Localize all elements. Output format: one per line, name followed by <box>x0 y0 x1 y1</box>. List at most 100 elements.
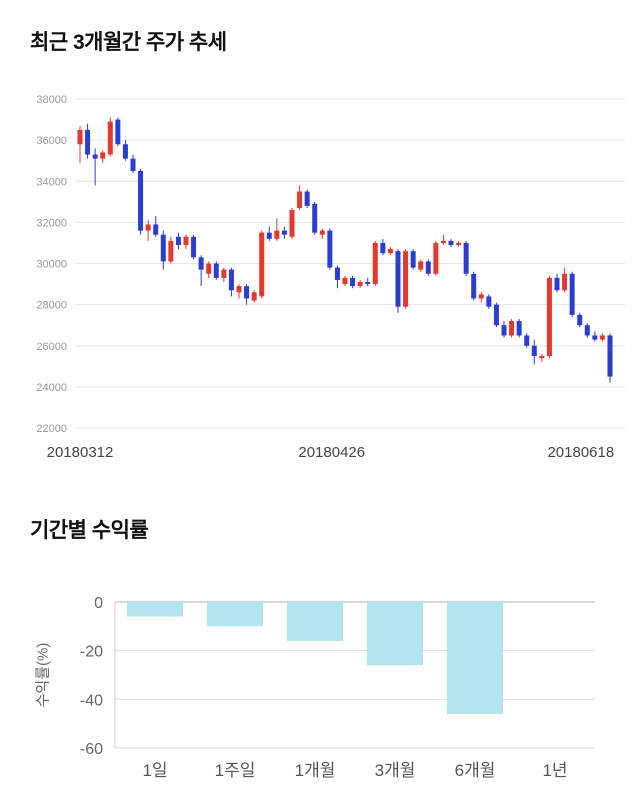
price-y-tick-label: 32000 <box>36 217 67 229</box>
candle <box>471 271 477 301</box>
return-bar <box>447 602 503 714</box>
candle <box>577 312 583 328</box>
price-x-tick-label: 20180426 <box>298 444 365 461</box>
returns-x-tick-label: 3개월 <box>375 761 416 780</box>
candle <box>562 267 568 293</box>
candle <box>501 321 507 338</box>
candle <box>334 265 340 289</box>
candle <box>266 226 272 241</box>
candle <box>183 234 189 250</box>
returns-x-tick-label: 1년 <box>542 761 567 780</box>
candle <box>115 117 121 147</box>
candle <box>244 284 250 305</box>
candle <box>213 261 219 280</box>
candle <box>122 140 128 161</box>
price-x-tick-label: 20180312 <box>47 444 114 461</box>
return-bar <box>127 602 183 617</box>
candle <box>297 185 303 211</box>
candle <box>448 238 454 248</box>
candle <box>592 331 598 342</box>
price-chart-title: 최근 3개월간 주가 추세 <box>30 31 227 54</box>
candle <box>342 275 348 287</box>
candle <box>221 267 227 283</box>
candle <box>357 279 363 289</box>
candle <box>425 259 431 276</box>
candle <box>77 125 83 163</box>
candle <box>168 236 174 264</box>
returns-chart: 0 -20 -40 -60 1일 1주일 1개월 3개월 6개월 1년 <box>0 570 640 810</box>
candle <box>569 271 575 317</box>
returns-y-tick-label: -40 <box>80 692 103 709</box>
candle <box>350 275 356 289</box>
candle <box>395 249 401 313</box>
candle <box>130 154 136 174</box>
candle <box>478 292 484 303</box>
candle <box>236 284 242 299</box>
candle <box>607 333 613 383</box>
candle <box>365 277 371 287</box>
candle <box>191 234 197 260</box>
candle <box>539 353 545 363</box>
price-y-tick-label: 34000 <box>36 176 67 188</box>
candle <box>319 228 325 239</box>
candle <box>387 247 393 256</box>
candle <box>516 319 522 338</box>
price-y-tick-label: 36000 <box>36 135 67 147</box>
candle <box>259 230 265 299</box>
return-bar <box>287 602 343 641</box>
price-y-tick-label: 24000 <box>36 382 67 394</box>
candle <box>546 275 552 359</box>
candle <box>584 323 590 338</box>
price-y-tick-label: 26000 <box>36 341 67 353</box>
return-bar <box>207 602 263 627</box>
return-bar <box>367 602 423 666</box>
candle <box>456 240 462 248</box>
candle <box>312 201 318 235</box>
candle <box>85 123 91 159</box>
candle <box>410 249 416 270</box>
candle <box>289 207 295 239</box>
returns-x-tick-label: 1일 <box>142 761 167 780</box>
price-y-tick-label: 22000 <box>36 423 67 435</box>
candle <box>107 117 113 157</box>
candle <box>251 290 257 303</box>
candle <box>554 273 560 293</box>
price-x-tick-label: 20180618 <box>547 444 614 461</box>
returns-y-tick-label: 0 <box>94 595 103 612</box>
candle <box>599 333 605 342</box>
candle <box>92 148 98 186</box>
candle <box>274 218 280 241</box>
candle <box>440 234 446 245</box>
candle <box>509 319 515 338</box>
returns-x-tick-label: 1개월 <box>295 761 336 780</box>
candle <box>463 240 469 276</box>
candle <box>138 168 144 235</box>
candle <box>433 240 439 276</box>
returns-chart-title: 기간별 수익률 <box>30 519 149 542</box>
returns-y-tick-label: -60 <box>80 741 103 758</box>
candle <box>198 255 204 287</box>
price-y-tick-label: 30000 <box>36 259 67 271</box>
candle <box>493 302 499 328</box>
candle <box>403 249 409 309</box>
price-chart: 38000 36000 34000 32000 30000 28000 26000 24000… <box>0 85 640 470</box>
candle <box>304 189 310 208</box>
returns-x-tick-label: 1주일 <box>215 761 256 780</box>
candle <box>524 333 530 348</box>
candle <box>145 220 151 241</box>
candle <box>372 240 378 287</box>
returns-y-tick-label: -20 <box>80 644 103 661</box>
price-y-tick-label: 28000 <box>36 300 67 312</box>
candle <box>281 226 287 239</box>
returns-bar-chart: 0 -20 -40 -60 1일 1주일 1개월 3개월 6개월 1년 <box>80 595 595 780</box>
candle <box>153 216 159 237</box>
candle <box>160 230 166 270</box>
candle <box>206 261 212 278</box>
price-y-tick-label: 38000 <box>36 94 67 106</box>
candle <box>486 294 492 309</box>
candle <box>100 150 106 163</box>
candle <box>228 267 234 297</box>
candle <box>418 259 424 272</box>
candle <box>175 232 181 250</box>
